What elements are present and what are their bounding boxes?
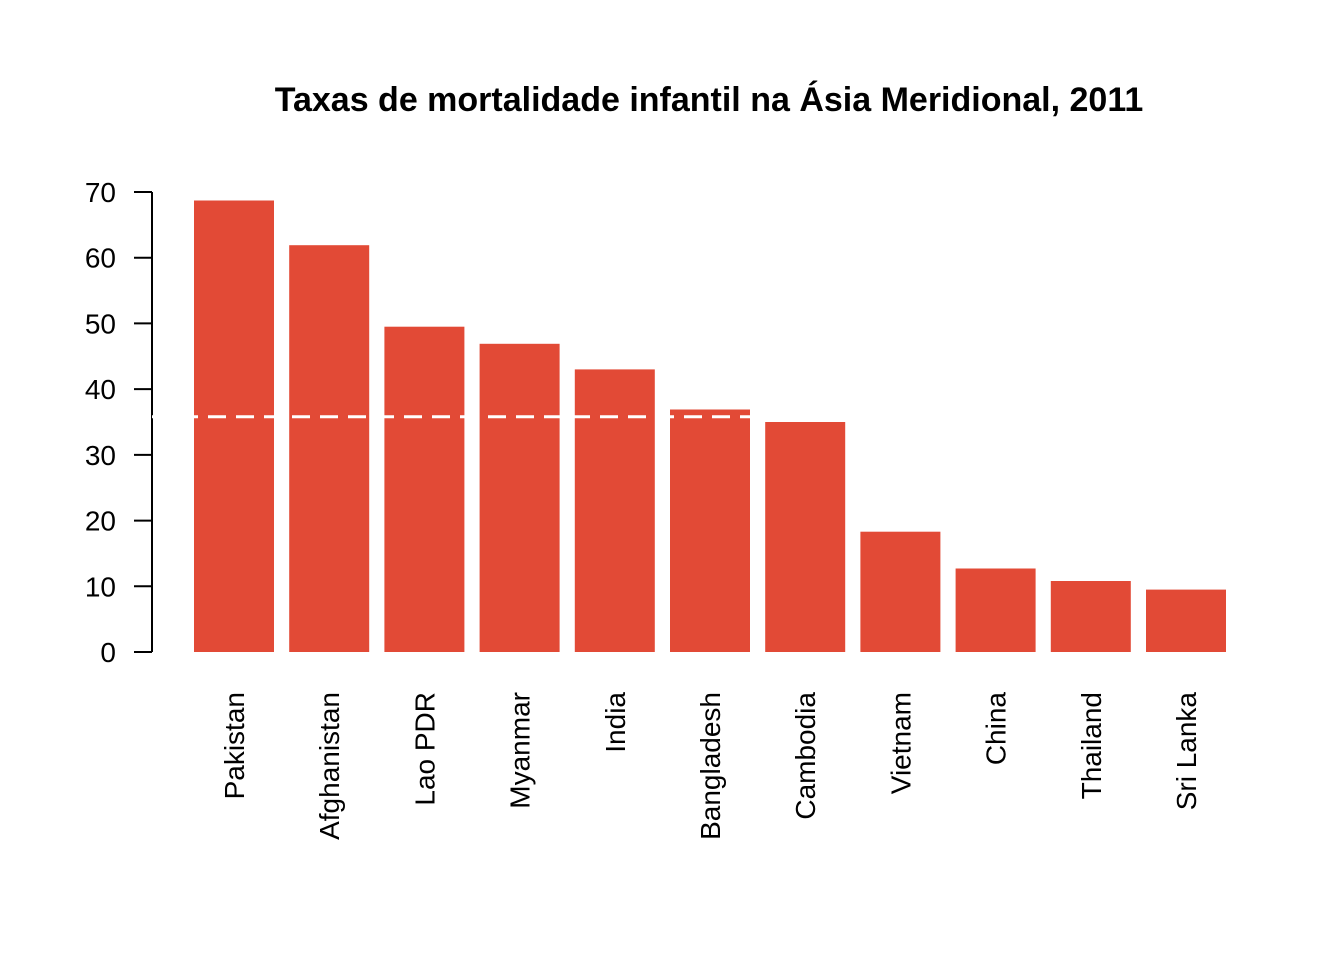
x-tick-label: India [600, 692, 631, 753]
x-tick-label: Afghanistan [314, 692, 345, 840]
bar-bangladesh [670, 409, 750, 652]
y-tick-label: 70 [85, 177, 116, 208]
x-tick-label: Sri Lanka [1171, 692, 1202, 811]
bar-china [955, 568, 1036, 652]
x-tick-label: Bangladesh [695, 692, 726, 840]
x-tick-label: Pakistan [219, 692, 250, 799]
y-tick-label: 0 [100, 637, 116, 668]
bar-vietnam [860, 531, 941, 652]
bar-afghanistan [289, 245, 370, 652]
x-tick-label: Thailand [1076, 692, 1107, 799]
x-tick-label: China [981, 692, 1012, 766]
x-tick-label: Vietnam [885, 692, 916, 794]
bar-thailand [1050, 581, 1131, 652]
bar-cambodia [765, 422, 846, 652]
bar-sri-lanka [1146, 589, 1226, 652]
bar-myanmar [479, 343, 560, 652]
bar-india [574, 369, 655, 652]
y-tick-label: 20 [85, 506, 116, 537]
bars [194, 200, 1226, 652]
x-tick-label: Cambodia [790, 692, 821, 820]
category-labels: Pakistan Afghanistan Lao PDR Myanmar India Ba… [219, 692, 1202, 840]
x-tick-label: Lao PDR [409, 692, 440, 806]
bar-pakistan [194, 200, 274, 652]
chart-title: Taxas de mortalidade infantil na Ásia Me… [275, 81, 1144, 119]
y-axis: 0 10 20 30 40 50 60 70 [85, 177, 153, 668]
bar-lao-pdr [384, 326, 465, 652]
x-tick-label: Myanmar [505, 692, 536, 809]
y-tick-label: 60 [85, 243, 116, 274]
y-tick-label: 30 [85, 440, 116, 471]
y-tick-label: 10 [85, 571, 116, 602]
y-tick-label: 40 [85, 374, 116, 405]
y-tick-label: 50 [85, 308, 116, 339]
